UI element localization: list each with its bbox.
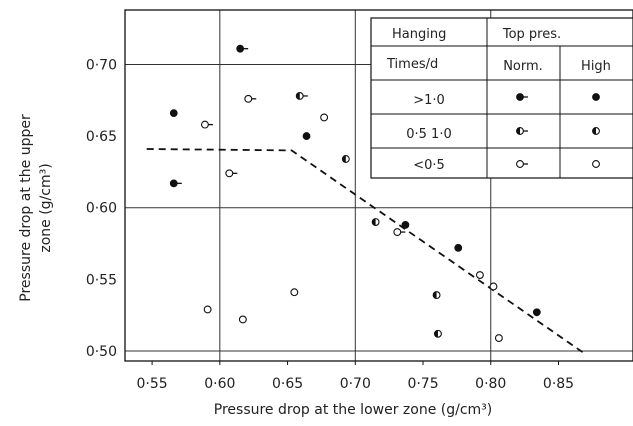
data-point <box>302 132 311 140</box>
data-point <box>341 155 350 163</box>
legend-markers <box>516 93 600 168</box>
plot-frame <box>124 9 633 362</box>
marker-dot <box>454 243 463 252</box>
marker-dot <box>302 132 311 140</box>
marker-dot <box>169 179 178 188</box>
data-point <box>532 308 541 317</box>
marker-ring <box>238 315 247 324</box>
y-tick-label: 0·70 <box>86 57 117 73</box>
y-tick-label: 0·60 <box>86 201 117 217</box>
y-axis-ticks: 0·50 0·55 0·60 0·65 0·70 <box>86 57 117 360</box>
data-points <box>169 44 541 343</box>
data-point <box>238 315 247 324</box>
x-axis-label: Pressure drop at the lower zone (g/cm³) <box>214 402 492 418</box>
data-point <box>489 282 498 291</box>
marker-ring <box>592 160 600 168</box>
legend-header-top-pres: Top pres. <box>502 27 561 42</box>
x-tick-label: 0·85 <box>543 376 574 392</box>
legend-row-label: <0·5 <box>413 158 445 173</box>
x-tick-label: 0·60 <box>204 376 235 392</box>
legend-col-high: High <box>581 59 611 74</box>
marker-ring <box>489 282 498 291</box>
y-tick-label: 0·55 <box>86 272 117 288</box>
legend-marker-norm <box>516 127 528 135</box>
data-point <box>244 94 257 103</box>
data-point <box>236 44 249 53</box>
marker-ring <box>393 228 402 237</box>
legend-marker-norm <box>516 93 528 101</box>
marker-dot <box>592 93 600 101</box>
marker-dot <box>401 220 410 229</box>
marker-dot <box>516 93 524 101</box>
data-point <box>169 179 182 188</box>
marker-ring <box>475 271 484 279</box>
x-tick-label: 0·75 <box>407 376 438 392</box>
data-point <box>295 92 308 100</box>
marker-dot <box>236 44 245 53</box>
y-axis-label-line1: Pressure drop at the upper <box>18 114 34 302</box>
legend-col-norm: Norm. <box>503 59 543 74</box>
legend-marker-high <box>592 160 600 168</box>
data-point <box>290 288 299 297</box>
legend-box <box>370 17 633 179</box>
legend-marker-norm <box>516 160 528 168</box>
marker-ring <box>494 334 503 343</box>
x-tick-label: 0·65 <box>272 376 303 392</box>
data-point <box>475 271 484 279</box>
marker-half-fill <box>516 127 520 135</box>
legend-header-hanging: Hanging <box>392 27 446 42</box>
data-point <box>454 243 463 252</box>
data-point <box>169 109 178 118</box>
marker-dot <box>169 109 178 118</box>
trend-line <box>146 148 584 354</box>
data-point <box>433 329 442 338</box>
marker-ring <box>516 160 524 168</box>
marker-ring <box>203 305 212 314</box>
marker-half-fill <box>434 330 438 338</box>
marker-half-fill <box>372 218 376 226</box>
marker-ring <box>290 288 299 297</box>
legend-marker-high <box>592 93 600 101</box>
trend-line-dashed <box>146 148 584 354</box>
marker-half-fill <box>433 291 437 299</box>
data-point <box>225 169 238 178</box>
x-tick-label: 0·80 <box>475 376 506 392</box>
data-point <box>200 120 213 129</box>
data-point <box>320 113 329 122</box>
data-point <box>432 291 441 300</box>
marker-ring <box>200 120 209 129</box>
marker-half-fill <box>296 92 300 100</box>
legend-row-label: 0·5 1·0 <box>406 127 451 142</box>
y-tick-label: 0·65 <box>86 129 117 145</box>
marker-ring <box>244 94 253 103</box>
data-point <box>203 305 212 314</box>
x-tick-label: 0·55 <box>137 376 168 392</box>
data-point <box>393 228 406 237</box>
y-tick-label: 0·50 <box>86 344 117 360</box>
x-axis-ticks: 0·55 0·60 0·65 0·70 0·75 0·80 0·85 <box>137 361 574 392</box>
marker-half-fill <box>592 127 596 135</box>
marker-dot <box>532 308 541 317</box>
marker-ring <box>225 169 234 178</box>
legend-row-label: >1·0 <box>413 93 445 108</box>
data-point <box>401 220 410 229</box>
marker-half-fill <box>342 155 346 163</box>
data-point <box>494 334 503 343</box>
legend-marker-high <box>592 127 600 135</box>
data-point <box>371 218 380 226</box>
x-tick-label: 0·70 <box>340 376 371 392</box>
legend-subheader-times: Times/d <box>386 57 438 72</box>
y-axis-label-line2: zone (g/cm³) <box>38 163 54 252</box>
marker-ring <box>320 113 329 122</box>
legend-table: Hanging Top pres. Times/d Norm. High >1·… <box>370 17 633 179</box>
